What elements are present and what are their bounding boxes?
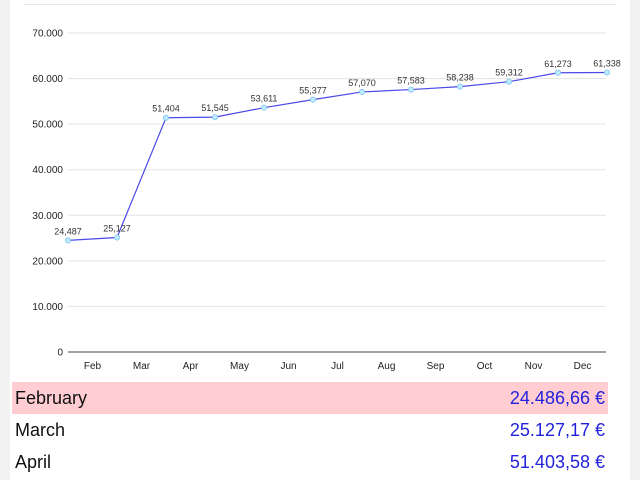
data-label: 51,404 (152, 104, 180, 114)
x-tick-label: Mar (133, 361, 151, 372)
data-point (407, 86, 414, 93)
x-tick-label: Apr (183, 361, 199, 372)
x-tick-label: Dec (574, 361, 592, 372)
month-label: March (15, 419, 66, 440)
line-chart: 0 10.000 20.000 30.000 40.000 50.000 60.000 70.… (32, 29, 621, 373)
y-tick-label: 60.000 (32, 74, 63, 85)
data-label: 55,377 (299, 86, 327, 96)
x-tick-label: Oct (477, 361, 493, 372)
data-label: 25,127 (103, 223, 131, 233)
x-tick-label: Aug (378, 361, 396, 372)
x-tick-label: Jul (331, 361, 344, 372)
list-item-february[interactable]: February 24.486,66 € (12, 382, 608, 414)
data-point (505, 78, 512, 85)
month-label: February (15, 387, 88, 408)
month-label: April (15, 451, 52, 472)
data-label: 57,070 (348, 78, 376, 88)
x-tick-label: Jun (280, 361, 296, 372)
data-point (114, 234, 121, 241)
top-divider (24, 4, 616, 5)
data-point (260, 104, 267, 111)
month-list: February 24.486,66 € March 25.127,17 € A… (12, 382, 608, 478)
data-point (358, 88, 365, 95)
data-label: 51,545 (201, 103, 229, 113)
data-label: 58,238 (446, 73, 474, 83)
data-label: 57,583 (397, 76, 425, 86)
series-line (67, 71, 608, 242)
data-point (162, 114, 169, 121)
amount-value: 24.486,66 € (509, 387, 605, 408)
y-tick-label: 70.000 (32, 29, 63, 40)
amount-value: 25.127,17 € (509, 419, 605, 440)
list-item-march[interactable]: March 25.127,17 € (12, 414, 608, 446)
data-label: 61,273 (544, 59, 572, 69)
data-label: 24,487 (54, 226, 82, 236)
data-point (211, 114, 218, 121)
data-label: 61,338 (593, 58, 621, 68)
x-tick-label: Feb (84, 361, 102, 372)
data-point (65, 237, 72, 244)
data-point (604, 69, 611, 76)
x-tick-label: Sep (427, 361, 445, 372)
x-tick-label: May (230, 361, 249, 372)
y-tick-label: 30.000 (32, 211, 63, 222)
x-tick-label: Nov (525, 361, 543, 372)
data-point (309, 96, 316, 103)
list-item-april[interactable]: April 51.403,58 € (12, 446, 608, 478)
y-tick-label: 40.000 (32, 165, 63, 176)
data-point (555, 69, 562, 76)
y-tick-label: 10.000 (32, 302, 63, 313)
y-tick-label: 20.000 (32, 256, 63, 267)
data-point (456, 83, 463, 90)
data-label: 59,312 (495, 68, 523, 78)
y-tick-label: 50.000 (32, 120, 63, 131)
data-label: 53,611 (251, 94, 278, 104)
y-tick-label: 0 (57, 348, 63, 359)
amount-value: 51.403,58 € (509, 451, 605, 472)
